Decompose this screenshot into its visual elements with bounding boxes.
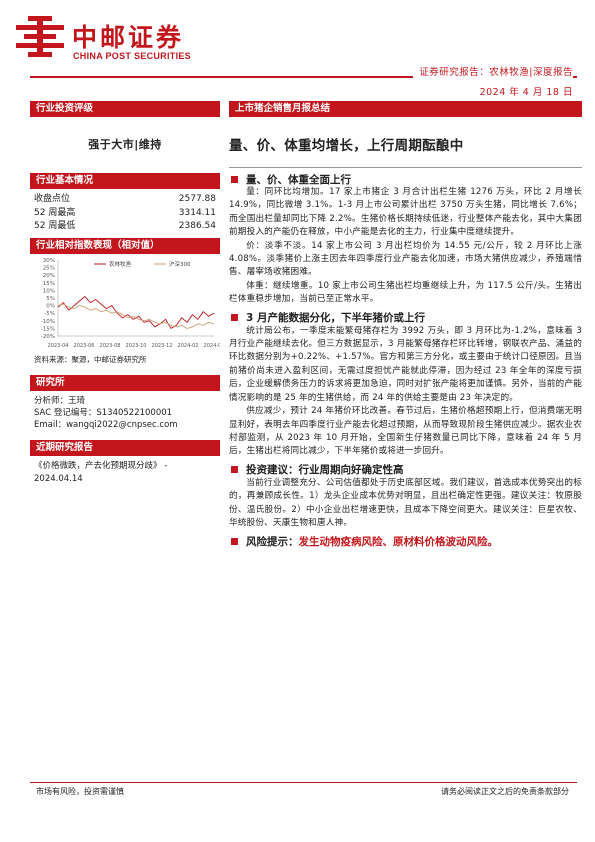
recent-heading: 近期研究报告 xyxy=(30,439,220,456)
stat-label: 52 周最低 xyxy=(34,221,76,231)
stat-row: 52 周最高 3314.11 xyxy=(30,207,220,221)
y-tick-label: 5% xyxy=(46,296,55,302)
stat-label: 收盘点位 xyxy=(34,194,71,204)
y-tick-label: 0% xyxy=(46,303,55,309)
title-rule xyxy=(229,167,582,168)
chart-source: 资料来源：聚源，中邮证券研究所 xyxy=(34,354,147,364)
section-heading: 3 月产能数据分化，下半年猪价或上行 xyxy=(229,311,582,325)
square-bullet-icon xyxy=(231,175,238,183)
x-tick-label: 2024-02 xyxy=(178,343,199,349)
stat-value: 3314.11 xyxy=(178,207,216,218)
logo-cn-text: 中邮证券 xyxy=(72,23,185,52)
risk-lead: 风险提示： xyxy=(246,535,299,548)
paragraph: 量：同环比均增加。17 家上市猪企 3 月合计出栏生猪 1276 万头，环比 2… xyxy=(229,187,582,238)
footer-disclaimer: 市场有风险，投资需谨慎 xyxy=(36,787,124,796)
y-tick-label: 25% xyxy=(43,265,55,271)
industry-rating: 强于大市|维持 xyxy=(88,138,162,151)
footer-terms: 请务必阅读正文之后的免责条款部分 xyxy=(441,787,569,796)
left-sidebar: 行业投资评级 强于大市|维持 行业基本情况 收盘点位 2577.88 52 周最… xyxy=(30,101,225,486)
header-rule xyxy=(30,76,577,78)
main-content: 上市猪企销售月报总结 量、价、体重均增长，上行周期酝酿中 量、价、体重全面上行 … xyxy=(229,101,582,548)
section-heading: 投资建议：行业周期向好确定性高 xyxy=(229,463,582,477)
stat-value: 2577.88 xyxy=(178,194,216,204)
section-heading: 量、价、体重全面上行 xyxy=(229,172,582,186)
y-tick-label: -10% xyxy=(41,318,55,324)
y-tick-label: -20% xyxy=(41,334,55,340)
y-tick-label: 30% xyxy=(43,258,55,264)
x-tick-label: 2023-12 xyxy=(152,343,173,349)
risk-text: 发生动物疫病风险、原材料价格波动风险。 xyxy=(298,535,499,548)
x-tick-label: 2023-04 xyxy=(48,343,69,349)
recent-reports: 《价格微跌，产去化预期现分歧》 - 2024.04.14 xyxy=(30,460,220,486)
risk-heading: 风险提示： 发生动物疫病风险、原材料价格波动风险。 xyxy=(229,534,582,548)
y-tick-label: -15% xyxy=(41,326,55,332)
relative-index-chart: 30% 25% 20% 15% 10% 5% 0% -5% -10% -15% -20% 2023-0… xyxy=(30,254,225,350)
square-bullet-icon xyxy=(231,314,238,322)
report-series-bar: 上市猪企销售月报总结 xyxy=(229,101,582,117)
company-logo: 中邮证券 CHINA POST SECURITIES xyxy=(14,14,214,64)
logo-mark-icon xyxy=(16,16,64,57)
section-heading-text: 量、价、体重全面上行 xyxy=(246,173,351,186)
basic-info-heading: 行业基本情况 xyxy=(30,173,220,189)
relative-index-svg: 30%25% 20%15% 10% 5%0% -5%-10% -15% -20% 2023-0… xyxy=(41,258,225,349)
stat-row: 收盘点位 2577.88 xyxy=(30,193,220,207)
stat-value: 2386.54 xyxy=(178,221,216,231)
analyst-email: Email：wangqi2022@cnpsec.com xyxy=(34,419,178,430)
basic-stats: 收盘点位 2577.88 52 周最高 3314.11 52 周最低 2386.… xyxy=(30,193,220,234)
section-heading-text: 投资建议：行业周期向好确定性高 xyxy=(246,464,404,477)
y-tick-label: 15% xyxy=(43,280,55,286)
paragraph: 供应减少，预计 24 年猪价环比改善。春节过后，生猪价格超预期上行，但消费端无明… xyxy=(229,406,582,457)
series-line xyxy=(57,295,215,329)
x-tick-label: 2023-06 xyxy=(74,343,95,349)
report-type: 证券研究报告：农林牧渔|深度报告 xyxy=(413,64,573,78)
x-tick-label: 2023-08 xyxy=(100,343,121,349)
paragraph: 体重：继续增重。10 家上市公司生猪出栏均重继续上升，为 117.5 公斤/头。… xyxy=(229,280,582,305)
recent-report-line: 2024.04.14 xyxy=(34,473,83,484)
square-bullet-icon xyxy=(231,466,238,474)
square-bullet-icon xyxy=(231,537,238,545)
perf-heading: 行业相对指数表现（相对值） xyxy=(30,237,220,254)
y-tick-label: -5% xyxy=(44,311,55,317)
paragraph: 统计局公布，一季度末能繁母猪存栏为 3992 万头，即 3 月环比为-1.2%，… xyxy=(229,325,582,403)
recent-report-line: 《价格微跌，产去化预期现分歧》 - xyxy=(34,460,168,471)
research-heading: 研究所 xyxy=(30,374,220,391)
paragraph: 价：淡季不淡。14 家上市公司 3 月出栏均价为 14.55 元/公斤，较 2 … xyxy=(229,240,582,278)
stat-label: 52 周最高 xyxy=(34,207,76,218)
legend-label: 农林牧渔 xyxy=(109,260,132,268)
y-tick-label: 10% xyxy=(43,288,55,294)
rating-heading: 行业投资评级 xyxy=(30,101,220,117)
report-title: 量、价、体重均增长，上行周期酝酿中 xyxy=(229,138,464,154)
y-tick-label: 20% xyxy=(43,273,55,279)
footer-rule xyxy=(30,782,577,783)
x-tick-label: 2024-04 xyxy=(204,343,220,349)
analyst-line: 分析师：王琦 xyxy=(34,395,86,406)
analyst-info: 分析师：王琦 SAC 登记编号：S1340522100001 Email：wan… xyxy=(30,395,220,431)
logo-en-text: CHINA POST SECURITIES xyxy=(73,51,191,61)
analyst-line: SAC 登记编号：S1340522100001 xyxy=(34,407,173,418)
x-tick-label: 2023-10 xyxy=(126,343,147,349)
series-line xyxy=(57,303,215,329)
section-heading-text: 3 月产能数据分化，下半年猪价或上行 xyxy=(246,312,425,325)
stat-row: 52 周最低 2386.54 xyxy=(30,220,220,234)
report-date: 2024 年 4 月 18 日 xyxy=(479,87,573,98)
legend-label: 沪深300 xyxy=(169,260,191,268)
paragraph: 当前行业调整充分、公司估值都处于历史底部区域。我们建议，首选成本优势突出的标的，… xyxy=(229,477,582,528)
